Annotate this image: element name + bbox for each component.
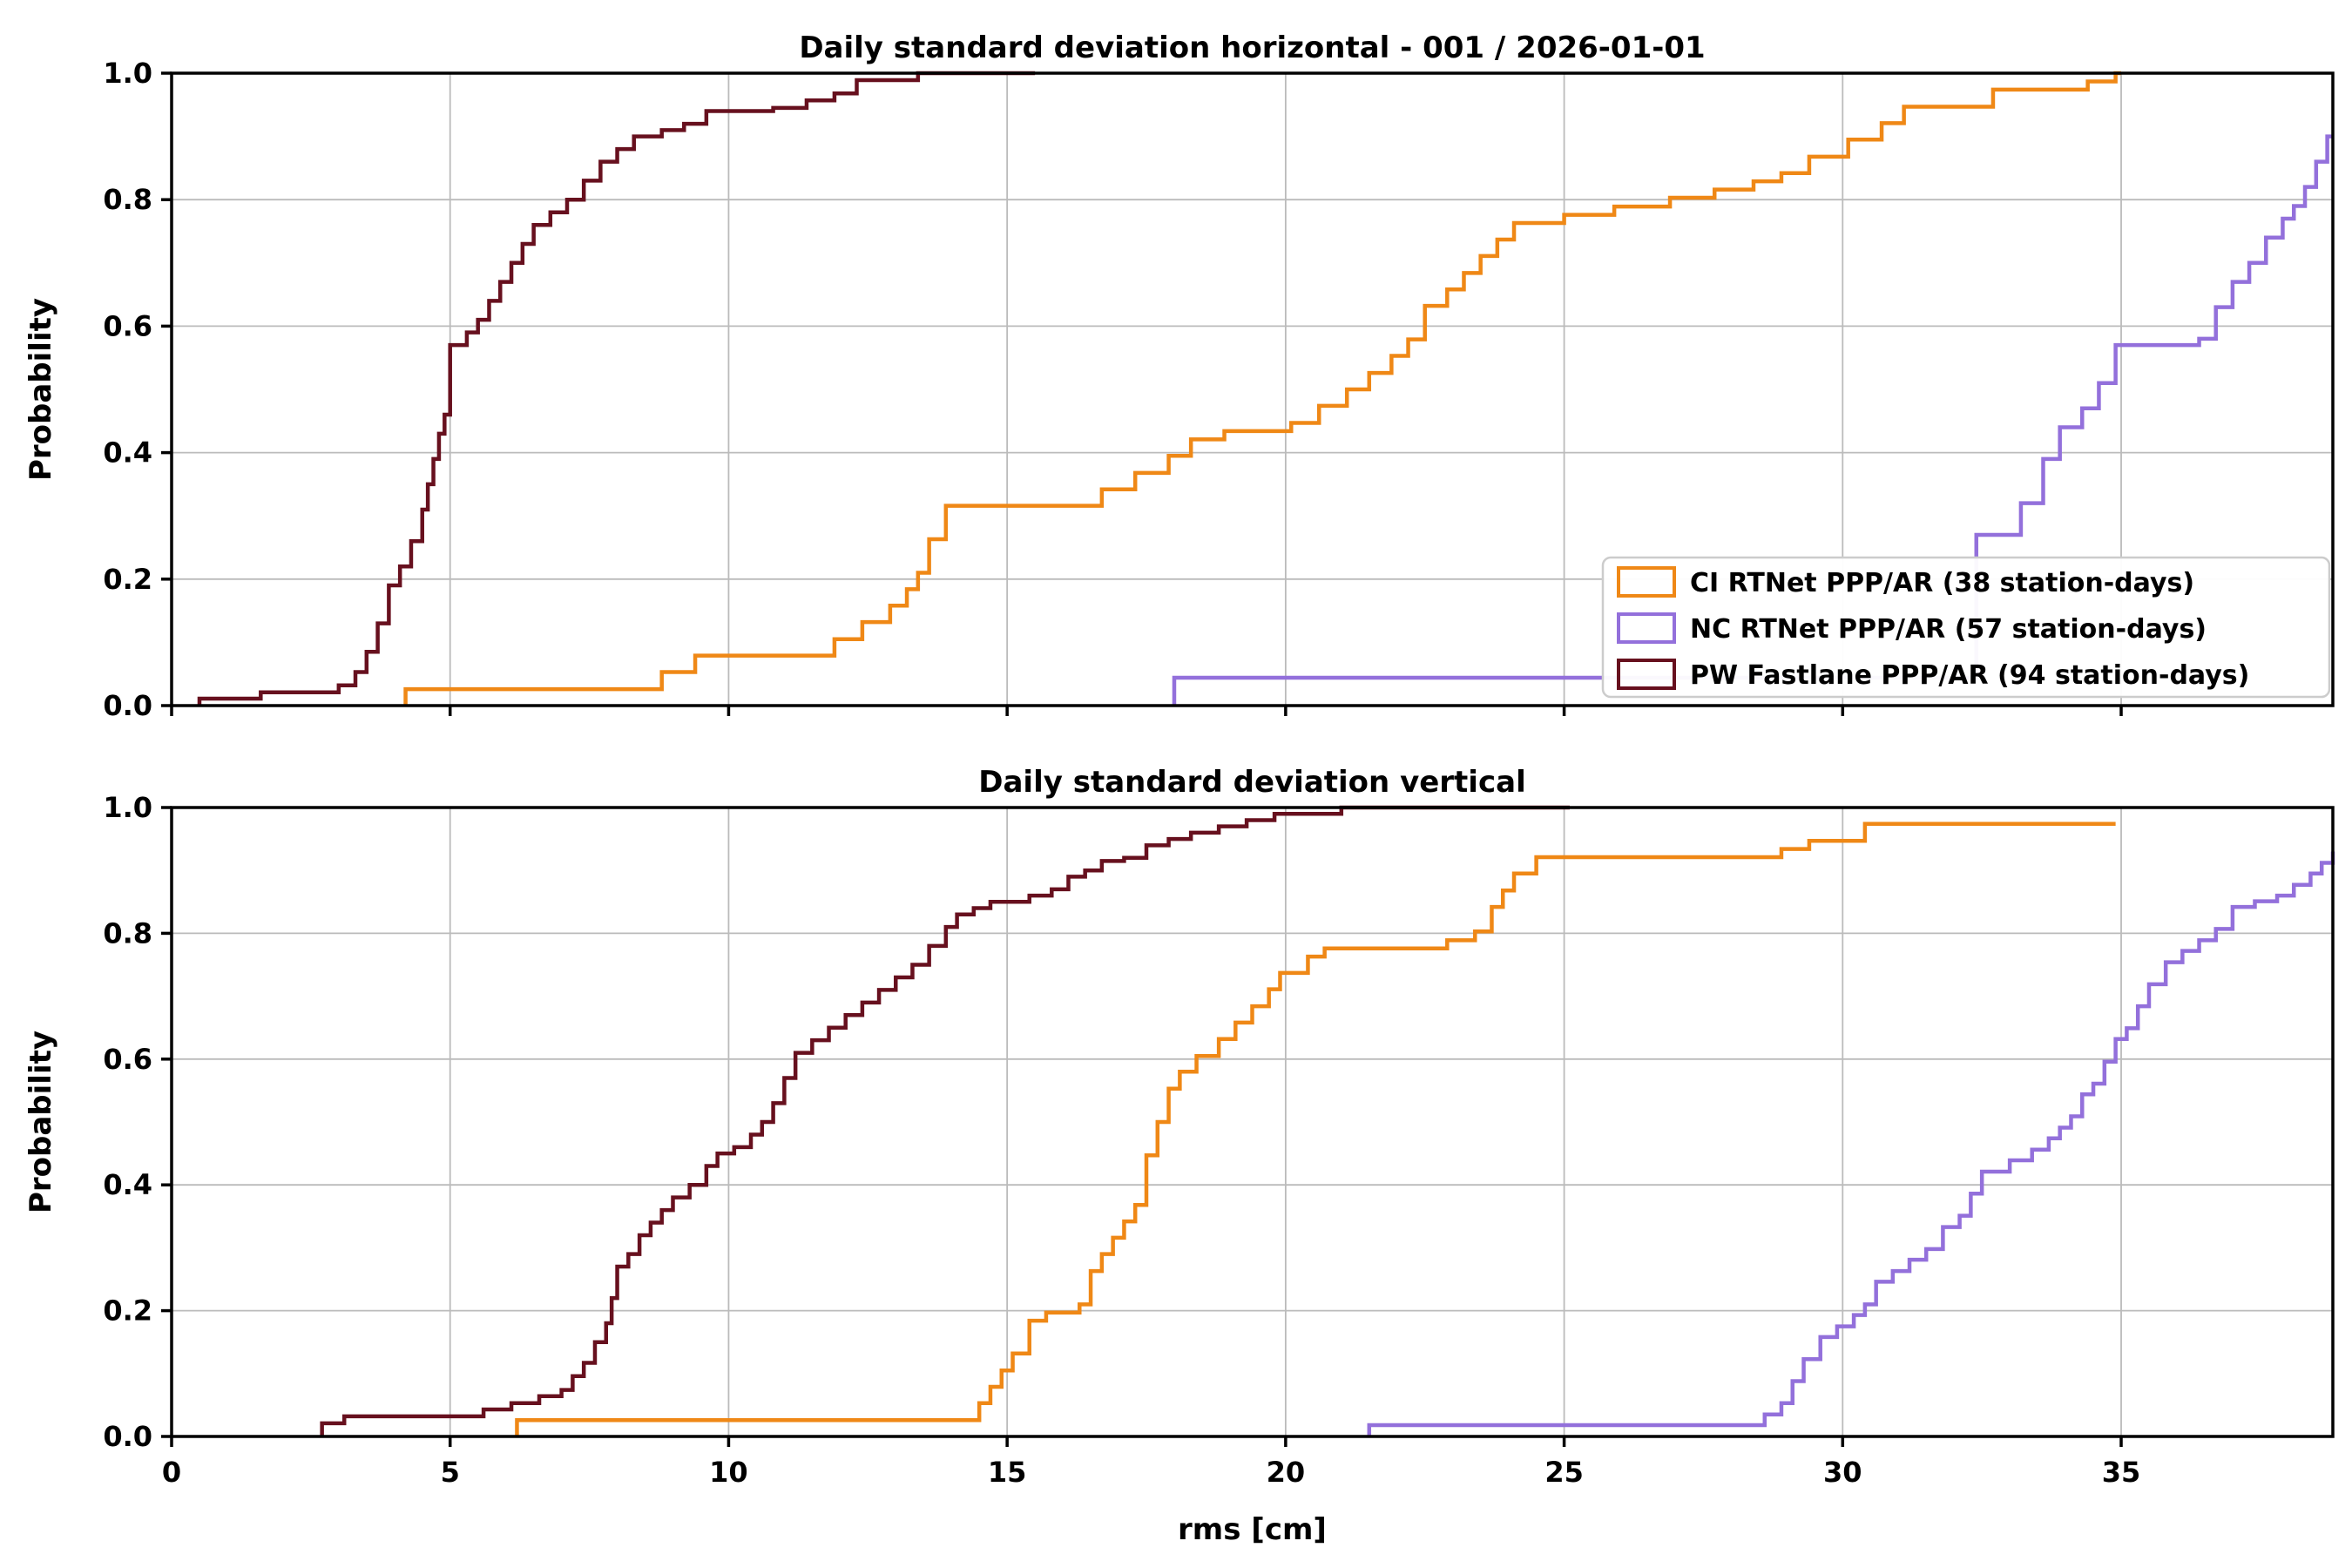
- y-axis-label: Probability: [24, 298, 58, 481]
- chart-title: Daily standard deviation horizontal - 00…: [799, 30, 1705, 65]
- y-tick-label: 0.0: [103, 689, 152, 722]
- legend-label-2: PW Fastlane PPP/AR (94 station-days): [1690, 660, 2249, 691]
- y-axis-label: Probability: [24, 1031, 58, 1213]
- y-axis-ticks: 0.0 0.2 0.4 0.6 0.8 1.0: [103, 57, 172, 722]
- x-tick-label: 35: [2102, 1456, 2141, 1489]
- chart-title: Daily standard deviation vertical: [978, 765, 1525, 800]
- x-tick-label: 20: [1267, 1456, 1306, 1489]
- ecdf-step-line-series-2: [320, 805, 1570, 1436]
- x-tick-label: 25: [1544, 1456, 1584, 1489]
- legend: CI RTNet PPP/AR (38 station-days) NC RTNe…: [1601, 556, 2331, 699]
- ecdf-step-line-series-0: [403, 71, 2122, 706]
- ecdf-step-line-series-2: [197, 71, 1036, 706]
- y-tick-label: 1.0: [103, 57, 152, 90]
- legend-label-1: NC RTNet PPP/AR (57 station-days): [1690, 614, 2207, 645]
- axes-frame: [170, 71, 2335, 707]
- ecdf-step-line-series-0: [515, 821, 2116, 1436]
- x-tick-label: 30: [1823, 1456, 1862, 1489]
- legend-swatch-0: [1617, 566, 1676, 598]
- y-tick-label: 0.4: [103, 1168, 152, 1201]
- x-tick-label: 15: [988, 1456, 1027, 1489]
- y-tick-label: 0.2: [103, 1294, 152, 1328]
- x-axis-ticks: [170, 706, 2123, 716]
- legend-swatch-2: [1617, 659, 1676, 690]
- y-axis-ticks: 0.0 0.2 0.4 0.6 0.8 1.0: [103, 791, 172, 1453]
- y-tick-label: 0.6: [103, 309, 152, 342]
- x-tick-label: 5: [441, 1456, 460, 1489]
- y-tick-label: 0.2: [103, 563, 152, 596]
- x-tick-label: 10: [709, 1456, 748, 1489]
- axes-frame: [170, 806, 2335, 1438]
- legend-box: [1601, 556, 2331, 699]
- y-tick-label: 0.4: [103, 436, 152, 470]
- y-tick-label: 0.6: [103, 1043, 152, 1076]
- subplot-vertical: 0 5 10 15 20 25 30 35 0.0 0.2 0.4 0.6 0.8 1.0 Daily st…: [24, 765, 2335, 1547]
- y-tick-label: 0.8: [103, 916, 152, 950]
- y-tick-label: 0.8: [103, 183, 152, 216]
- legend-swatch-1: [1617, 612, 1676, 644]
- y-tick-label: 0.0: [103, 1420, 152, 1453]
- y-tick-label: 1.0: [103, 791, 152, 824]
- legend-label-0: CI RTNet PPP/AR (38 station-days): [1690, 568, 2194, 598]
- ecdf-step-line-series-1: [1172, 134, 2333, 706]
- grid-lines: [171, 807, 2333, 1437]
- ecdf-step-line-series-1: [1367, 851, 2335, 1436]
- x-axis-ticks: 0 5 10 15 20 25 30 35: [162, 1436, 2140, 1489]
- x-tick-label: 0: [162, 1456, 181, 1489]
- x-axis-label: rms [cm]: [1178, 1512, 1327, 1547]
- subplot-horizontal: 0.0 0.2 0.4 0.6 0.8 1.0 Daily standard deviati…: [24, 30, 2335, 722]
